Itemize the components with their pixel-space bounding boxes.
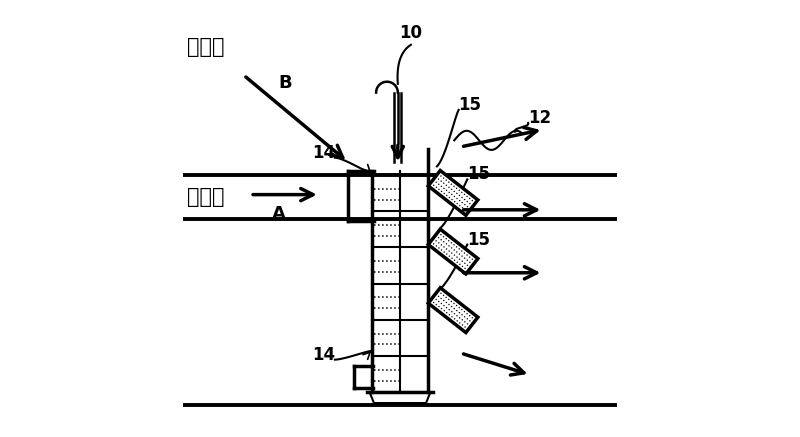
Polygon shape: [428, 229, 478, 274]
Text: 12: 12: [528, 109, 551, 127]
Text: 14: 14: [312, 144, 335, 162]
Text: A: A: [272, 205, 286, 222]
Text: 排气流: 排气流: [187, 187, 225, 207]
Text: 尿素流: 尿素流: [187, 38, 225, 58]
Polygon shape: [428, 288, 478, 333]
Text: 10: 10: [399, 24, 422, 42]
Text: 15: 15: [467, 231, 490, 249]
Text: 14: 14: [312, 346, 335, 364]
Text: 15: 15: [467, 166, 490, 184]
Text: B: B: [278, 74, 292, 92]
Text: 15: 15: [458, 96, 482, 114]
Polygon shape: [428, 170, 478, 215]
